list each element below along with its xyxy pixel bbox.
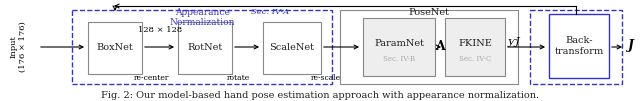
Text: 128 × 128: 128 × 128 [138,26,182,34]
Bar [340,10,518,84]
Bar [72,10,332,84]
Text: BoxNet: BoxNet [97,44,133,53]
Text: Sec. IV-A: Sec. IV-A [251,8,289,16]
Bar [549,14,609,78]
Text: RotNet: RotNet [188,44,223,53]
Text: Input
(176 × 176): Input (176 × 176) [10,22,27,72]
Text: Λ: Λ [435,41,445,54]
Bar [445,18,505,76]
Bar [178,22,232,74]
Text: re-center: re-center [133,74,169,82]
Text: Sec. IV-B: Sec. IV-B [383,55,415,63]
Text: ƴJ: ƴJ [508,37,520,47]
Text: PoseNet: PoseNet [408,8,449,17]
Text: Fig. 2: Our model-based hand pose estimation approach with appearance normalizat: Fig. 2: Our model-based hand pose estima… [101,90,539,99]
Text: Appearance
Normalization: Appearance Normalization [169,8,235,27]
Text: rotate: rotate [227,74,250,82]
Bar [263,22,321,74]
Text: ScaleNet: ScaleNet [269,44,314,53]
Text: ParamNet: ParamNet [374,38,424,47]
Bar [88,22,142,74]
Text: Back-
transform: Back- transform [554,36,604,56]
Text: re-scale: re-scale [311,74,341,82]
Bar [363,18,435,76]
Text: J: J [628,39,634,53]
Text: FKINE: FKINE [458,38,492,47]
Bar [530,10,622,84]
Text: Sec. IV-C: Sec. IV-C [459,55,491,63]
